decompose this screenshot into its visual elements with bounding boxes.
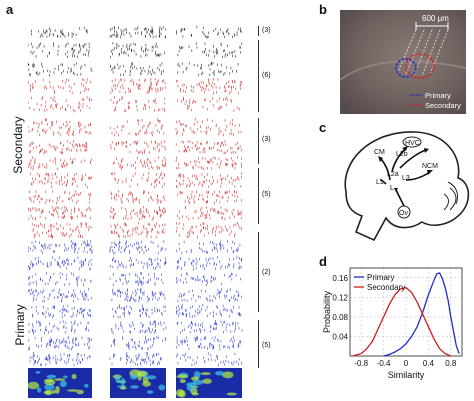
spectrogram-energy: [71, 373, 77, 380]
series-line-secondary: [352, 286, 452, 357]
y-tick-label: 0.08: [332, 313, 348, 322]
y-axis-label: Probability: [322, 290, 332, 333]
legend-label: Secondary: [367, 283, 405, 292]
spectrogram-energy: [59, 380, 67, 388]
spectrogram-energy: [44, 389, 53, 396]
spectrogram-energy: [179, 379, 186, 384]
group-bracket: [258, 168, 259, 224]
x-tick-label: 0.8: [445, 359, 457, 368]
spectrogram-energy: [37, 387, 42, 393]
secondary-axis-label: Secondary: [11, 116, 25, 174]
group-count: (5): [262, 342, 271, 349]
cerebellum-fold: [443, 193, 449, 211]
spectrogram-energy: [44, 383, 55, 391]
spectrogram-energy: [54, 378, 66, 381]
spectrograms: [28, 368, 242, 398]
group-bracket: [258, 320, 259, 368]
spectrogram-energy: [142, 381, 151, 387]
l2b-label: L2b: [396, 151, 408, 158]
spectrogram-energy: [147, 375, 157, 380]
x-axis-label: Similarity: [388, 370, 425, 380]
spectrogram-energy: [35, 371, 41, 374]
spectrogram-energy: [28, 381, 40, 390]
x-tick-label: 0: [404, 359, 409, 368]
group-bracket: [258, 26, 259, 36]
spectrogram-energy: [186, 384, 195, 391]
group-count: (2): [262, 269, 271, 276]
group-count: (3): [262, 27, 271, 34]
secondary-region-outline: [405, 53, 435, 79]
spectrogram-energy: [215, 371, 224, 376]
group-count: (6): [262, 72, 271, 79]
spectrogram-energy: [115, 375, 120, 384]
histology-image: 600 μm Primary Secondary: [340, 10, 466, 114]
brain-schematic: HVC CM L2b L2a L3 NCM L1 L Ov: [344, 131, 470, 242]
spectrogram-energy: [202, 378, 212, 384]
ov-label: Ov: [399, 210, 408, 217]
spectrogram-energy: [191, 376, 199, 381]
series-line-primary: [383, 272, 460, 357]
spectrogram-energy: [146, 390, 154, 394]
cerebellum-fold: [447, 181, 459, 205]
panel-c-letter: c: [319, 120, 327, 135]
x-tick-label: -0.4: [377, 359, 391, 368]
panel-a-letter: a: [6, 2, 14, 17]
y-tick-label: 0.16: [332, 274, 348, 283]
group-bracket: [258, 118, 259, 164]
spectrogram-energy: [129, 374, 138, 380]
y-tick-label: 0.04: [332, 332, 348, 341]
spectrogram-energy: [67, 389, 79, 392]
chart-grid: [350, 268, 462, 356]
cerebellum-fold: [449, 187, 457, 211]
hvc-label: HVC: [405, 140, 420, 147]
cm-label: CM: [374, 149, 385, 156]
primary-legend-label: Primary: [425, 91, 451, 100]
panel-b-letter: b: [319, 2, 327, 17]
y-tick-label: 0.12: [332, 293, 348, 302]
spectrogram-energy: [176, 374, 189, 379]
legend-label: Primary: [367, 273, 395, 282]
group-bracket: [258, 40, 259, 112]
spectrogram-energy: [46, 374, 56, 379]
x-tick-label: 0.4: [423, 359, 435, 368]
spike-raster-panel: [28, 26, 243, 398]
primary-axis-label: Primary: [13, 304, 27, 346]
scale-label: 600 μm: [422, 14, 449, 23]
l3-label: L3: [402, 175, 410, 182]
x-tick-label: -0.8: [354, 359, 368, 368]
l-label: L: [390, 185, 394, 192]
spectrogram-energy: [226, 392, 237, 396]
plot-frame: [349, 267, 463, 357]
l2a-label: L2a: [387, 171, 399, 178]
spectrogram-energy: [222, 371, 234, 379]
l1-label: L1: [376, 179, 384, 186]
tissue-layer: [340, 60, 466, 81]
arrow-heads: [378, 146, 433, 192]
similarity-chart: -0.8 -0.4 0 0.4 0.8 0.04 0.08 0.12 0.16 Similarit…: [322, 267, 463, 380]
group-count: (5): [262, 191, 271, 198]
spectrogram-energy: [130, 385, 139, 389]
probe-tracks: [397, 29, 449, 77]
brain-outline: [344, 131, 470, 242]
spectrogram-energy: [200, 372, 211, 376]
group-count: (3): [262, 136, 271, 143]
spike-rasters: [28, 26, 243, 367]
spectrogram-energy: [158, 384, 166, 391]
spectrogram-energy: [117, 385, 127, 388]
spectrogram-energy: [63, 375, 68, 379]
spectrogram-energy: [175, 389, 185, 397]
group-bracket: [258, 232, 259, 312]
secondary-legend-label: Secondary: [425, 101, 461, 110]
spectrogram-energy: [44, 378, 54, 383]
panel-d-letter: d: [319, 254, 327, 269]
ncm-label: NCM: [422, 163, 438, 170]
primary-region-outline: [395, 58, 417, 78]
spectrogram-energy: [55, 385, 60, 394]
spectrogram-energy: [120, 378, 126, 385]
spectrogram-energy: [84, 383, 89, 388]
hvc-node: [402, 136, 422, 148]
